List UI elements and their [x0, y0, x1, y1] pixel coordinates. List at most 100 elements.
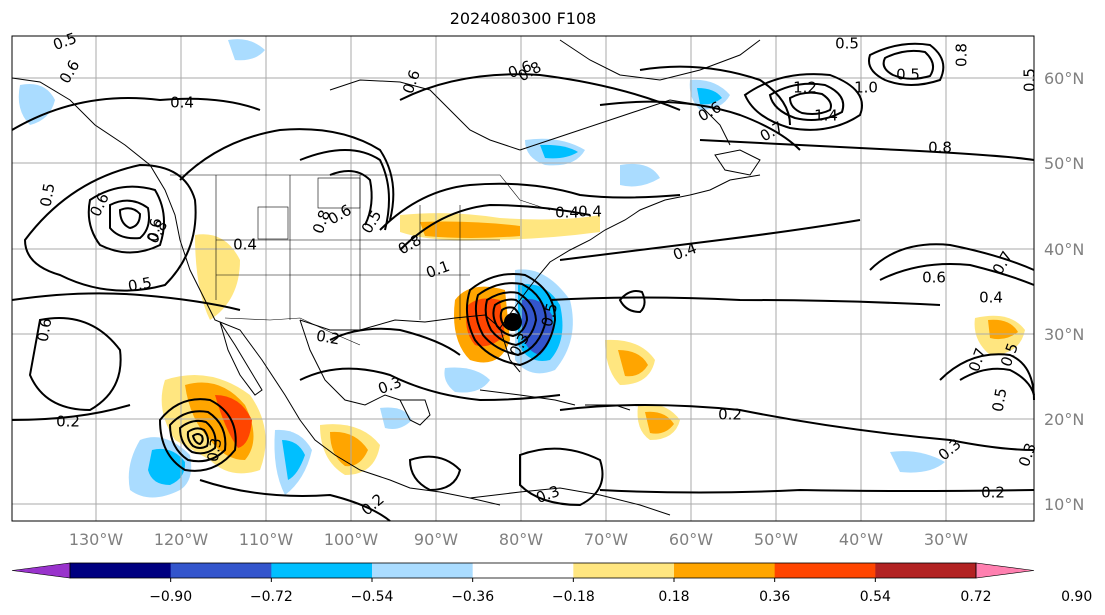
contour-label: 0.2 [981, 484, 1005, 502]
coast-baja [219, 321, 263, 396]
coast-gulf [299, 314, 521, 373]
lon-tick-labels: 130°W 120°W 110°W 100°W 90°W 80°W 70°W 6… [69, 530, 968, 549]
contour-iceland-low-2 [768, 82, 845, 121]
contour-08-midwest [329, 170, 373, 226]
contour-02-east-pac [199, 479, 391, 522]
contour-label: 0.6 [922, 269, 946, 287]
contour-label: 0.6 [144, 217, 166, 244]
contour-02-gulf-inner [329, 327, 461, 356]
colorbar-tick-label: −0.72 [250, 589, 293, 605]
contour-label: 0.8 [928, 139, 952, 157]
contour-05-labrador [399, 73, 681, 111]
shade-neg-yucatan [380, 407, 412, 429]
lon-label-80w: 80°W [499, 530, 543, 549]
contour-epac-storm-3 [178, 419, 217, 455]
contour-high-ne-1 [868, 42, 945, 86]
contour-08-north-atlantic [699, 139, 1035, 161]
colorbar-tick-label: −0.18 [552, 589, 595, 605]
contour-pacific-high-mid [87, 185, 165, 254]
contour-epac-storm-4 [186, 427, 209, 449]
colorbar-tick-label: −0.90 [149, 589, 192, 605]
lon-label-100w: 100°W [324, 530, 379, 549]
map-title: 2024080300 F108 [449, 9, 597, 28]
shade-pos-mid-atlantic-1 [645, 411, 674, 434]
lon-label-90w: 90°W [414, 530, 458, 549]
contour-03-gulf [299, 367, 561, 402]
shade-neg-mid-atlantic-n [620, 163, 660, 187]
contour-label: 0.6 [34, 317, 56, 344]
shade-pos-mid-midlat [420, 221, 520, 238]
shade-pos-mid-caribbean [618, 350, 648, 377]
coastlines [11, 39, 761, 516]
colorbar-segment [573, 563, 675, 578]
shade-neg-pacific-ne [18, 84, 55, 125]
contour-label: 0.5 [127, 274, 154, 296]
contour-label: 0.4 [979, 289, 1003, 307]
lat-label-40n: 40°N [1044, 240, 1084, 259]
contour-06-midwest [299, 149, 390, 231]
contour-label: 0.2 [315, 327, 342, 349]
contour-hurricane-4 [492, 298, 529, 338]
contour-02-atlantic-s [599, 488, 1035, 494]
contour-small-ring-3 [408, 455, 462, 492]
colorbar-segment [372, 563, 474, 578]
contour-06-ne [399, 203, 591, 251]
contour-label: 0.5 [896, 66, 920, 84]
contour-epac-storm-2 [168, 410, 227, 463]
graticule [12, 36, 1034, 521]
contour-hurricane-2 [474, 282, 548, 357]
contour-label: 0.5 [1021, 68, 1039, 92]
colorbar-frame [69, 562, 977, 579]
contour-iceland-low-3 [788, 91, 832, 115]
shade-neg-mid-labrador [540, 144, 578, 159]
border-us-canada [170, 174, 551, 211]
contour-label: 0.4 [233, 236, 257, 254]
contour-label: 1.2 [793, 79, 817, 97]
lat-label-20n: 20°N [1044, 410, 1084, 429]
contour-05-pacific-s [11, 404, 131, 421]
colorbar [11, 562, 1035, 582]
contour-05-pacific [11, 292, 241, 311]
plot-frame [11, 35, 1035, 522]
contour-east-atlantic-low [939, 353, 1035, 401]
contour-high-ne-2 [882, 49, 935, 80]
shade-pos-strong-epac [215, 395, 252, 448]
contour-label: 0.5 [989, 387, 1011, 414]
contour-small-ring-2 [519, 447, 604, 507]
colorbar-segment [70, 563, 172, 578]
lon-label-70w: 70°W [584, 530, 628, 549]
coast-nova-scotia [689, 174, 761, 196]
coast-alaska-canada [11, 77, 501, 506]
colorbar-tick-label: 0.90 [1061, 589, 1092, 605]
lat-label-30n: 30°N [1044, 325, 1084, 344]
colorbar-extend-high [975, 562, 1035, 579]
contour-05-midwest [179, 128, 395, 221]
shade-neg-mid-epac [148, 448, 186, 485]
state-box-1 [257, 206, 289, 240]
colorbar-segment [774, 563, 876, 578]
lat-label-60n: 60°N [1044, 69, 1084, 88]
coast-south-america [469, 487, 671, 516]
hurricane-center-marker [504, 313, 522, 331]
coast-yucatan [399, 399, 431, 426]
colorbar-tick-label: −0.36 [451, 589, 494, 605]
contour-label: 0.8 [953, 43, 971, 67]
contour-small-ring-1 [618, 290, 646, 314]
contour-07-greenland [599, 100, 801, 151]
contour-pacific-high-inner [109, 199, 150, 240]
lon-label-40w: 40°W [839, 530, 883, 549]
contour-iceland-low-1 [743, 73, 863, 131]
colorbar-segment [875, 563, 977, 578]
contour-06-pacific-low [28, 317, 122, 412]
lon-label-30w: 30°W [924, 530, 968, 549]
shade-neg-mid-greenland [697, 88, 722, 105]
contour-subtrop-high-2 [879, 263, 1035, 286]
contour-label: 0.5 [835, 35, 859, 53]
contour-05-ne [379, 182, 681, 231]
colorbar-segment [271, 563, 373, 578]
shade-neg-gulf-ca [228, 39, 265, 61]
contour-03-atlantic [549, 296, 941, 306]
colorbar-extend-low [11, 562, 71, 579]
coast-newfoundland [714, 149, 761, 176]
contour-label: 0.5 [37, 182, 59, 209]
